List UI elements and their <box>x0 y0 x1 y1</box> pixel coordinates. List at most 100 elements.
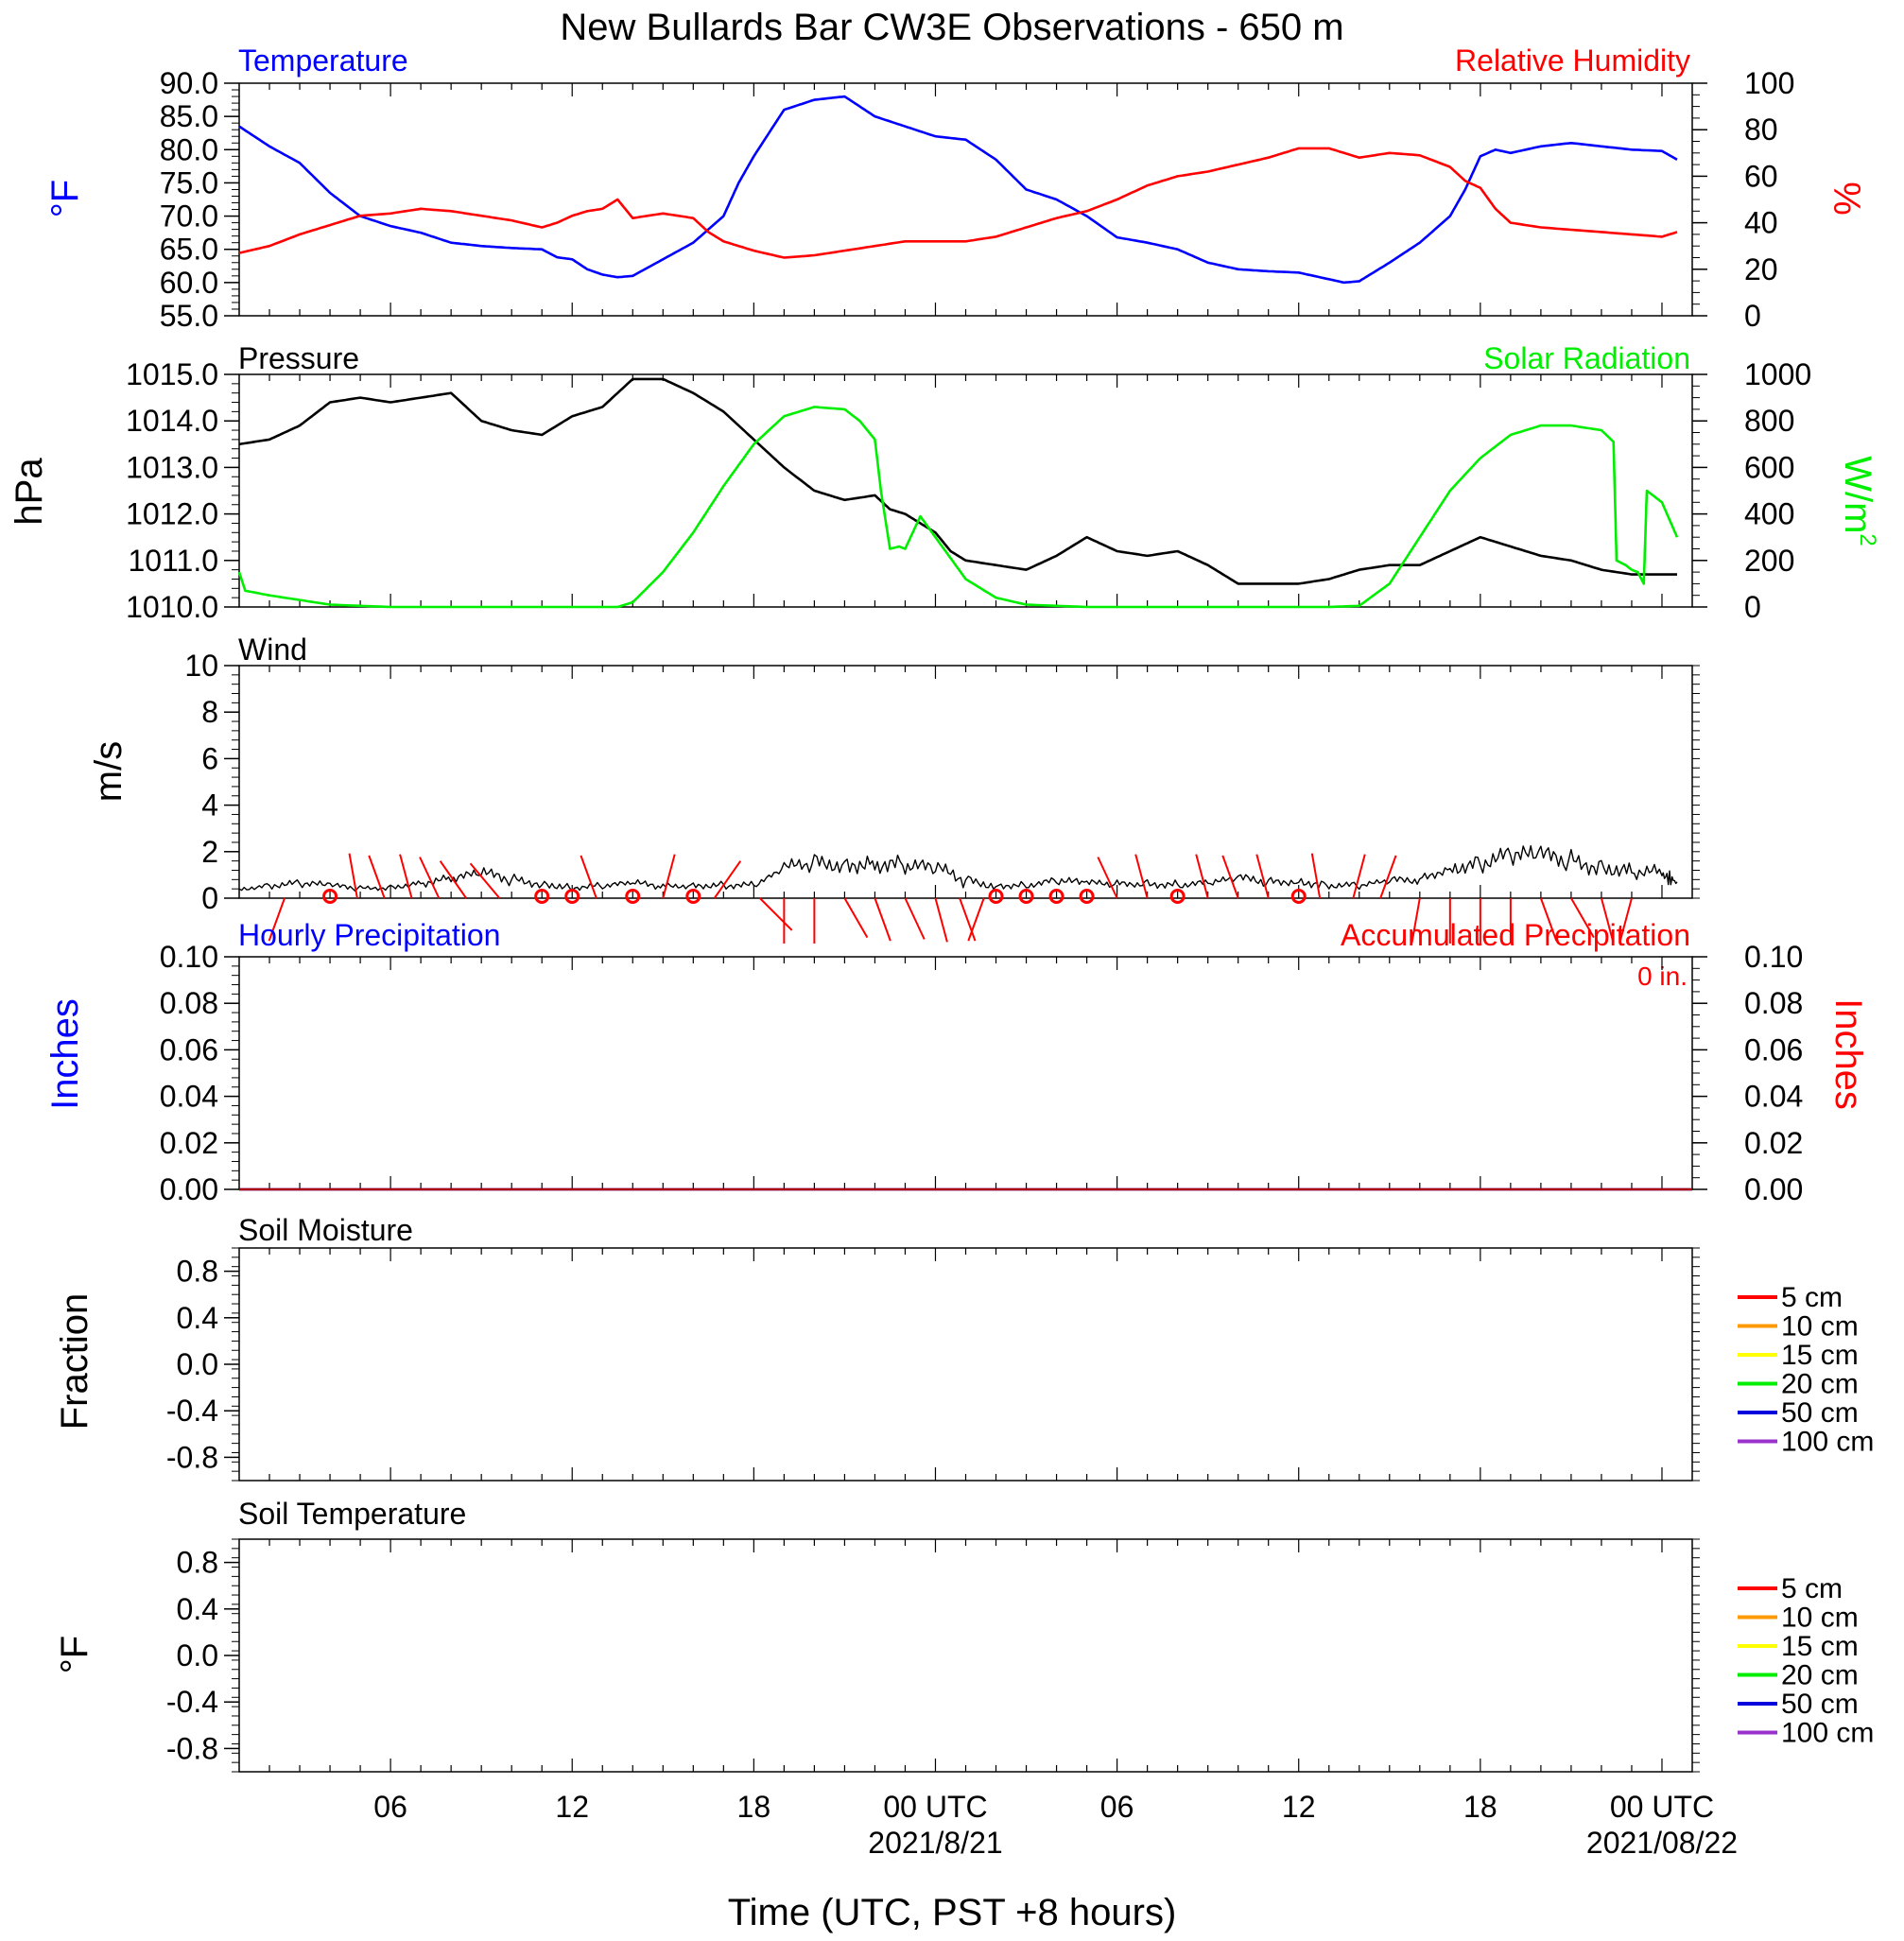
wind-calm-marker <box>1290 889 1307 904</box>
soil_temperature-y-tick-label: 0.4 <box>177 1592 218 1626</box>
wind-barb <box>1539 897 1558 942</box>
soil-temperature-title: Soil Temperature <box>238 1497 466 1531</box>
hourly-precip-unit-label: Inches <box>44 998 86 1110</box>
wind-barb <box>662 854 676 899</box>
soil_temperature-plot-frame <box>238 1538 1693 1773</box>
pressure-plot-frame <box>238 373 1693 608</box>
soil_moisture-legend-label: 100 cm <box>1781 1427 1874 1458</box>
wind-barb <box>1097 857 1118 899</box>
precipitation-y-tick-label: 0.00 <box>160 1172 218 1206</box>
precipitation-y-tick-label: 0.04 <box>160 1080 218 1114</box>
wind-barb <box>1195 854 1209 899</box>
wind-barb <box>1570 897 1595 939</box>
precipitation-y-tick-label: 0.10 <box>160 940 218 974</box>
temperature-right-y-tick-label: 0 <box>1744 299 1761 333</box>
wind-calm-marker <box>322 889 338 904</box>
pressure-y-tick-label: 1014.0 <box>126 404 218 438</box>
wind-barb <box>439 860 467 899</box>
soil-temperature-unit-label: °F <box>54 1636 95 1673</box>
wind-barb <box>959 897 977 942</box>
wind-unit-label: m/s <box>88 741 130 802</box>
temperature-y-tick-label: 55.0 <box>160 299 218 333</box>
wind-y-tick-label: 2 <box>201 835 218 869</box>
soil_moisture-legend-label: 15 cm <box>1781 1340 1859 1371</box>
wind-y-tick-label: 10 <box>184 649 218 683</box>
soil_temperature-y-tick-label: 0.0 <box>177 1638 218 1672</box>
precipitation-right-y-tick-label: 0.08 <box>1744 986 1803 1020</box>
wind-barb <box>1600 897 1615 943</box>
x-tick-label: 12 <box>1282 1790 1316 1824</box>
wind-barb <box>419 857 441 899</box>
wind-y-tick-label: 6 <box>201 741 218 775</box>
precipitation-y-tick-label: 0.08 <box>160 986 218 1020</box>
wind-calm-marker <box>988 889 1004 904</box>
wind-barb <box>580 855 597 899</box>
soil_temperature-y-tick-label: -0.4 <box>166 1685 218 1719</box>
precipitation-right-y-tick-label: 0.00 <box>1744 1172 1803 1206</box>
pressure-y-tick-label: 1013.0 <box>126 450 218 484</box>
solar-unit-label: W/m2 <box>1837 456 1880 546</box>
soil-moisture-panel: Soil Moisture Fraction 0.8 0.4 0.0 -0.4 -0.8… <box>54 1213 1874 1482</box>
wind-barb <box>1379 855 1397 899</box>
x-tick-label: 06 <box>373 1790 407 1824</box>
soil_moisture-legend-label: 20 cm <box>1781 1369 1859 1400</box>
relative-humidity-title: Relative Humidity <box>1455 43 1690 78</box>
temperature-y-tick-label: 80.0 <box>160 132 218 166</box>
wind-barb <box>1618 897 1633 943</box>
solar-radiation-title: Solar Radiation <box>1483 341 1690 375</box>
temperature-unit-label: °F <box>44 180 86 217</box>
wind-y-tick-label: 4 <box>201 789 218 823</box>
soil_temperature-legend-label: 5 cm <box>1781 1573 1843 1604</box>
solar-unit-sup: 2 <box>1855 533 1880 546</box>
x-date-label: 2021/08/22 <box>1586 1826 1738 1860</box>
soil_moisture-plot-frame <box>238 1247 1693 1482</box>
pressure-unit-label: hPa <box>9 458 50 526</box>
pressure-right-y-tick-label: 600 <box>1744 450 1794 484</box>
temperature-y-tick-label: 90.0 <box>160 66 218 100</box>
precipitation-right-y-tick-label: 0.06 <box>1744 1032 1803 1066</box>
wind-calm-marker <box>1018 889 1034 904</box>
wind-barb <box>1310 853 1322 899</box>
temperature-title: Temperature <box>238 43 408 78</box>
wind-barb <box>759 897 793 931</box>
pressure-right-y-tick-label: 0 <box>1744 590 1761 624</box>
soil_moisture-y-tick-label: -0.8 <box>166 1440 218 1474</box>
precipitation-right-y-tick-label: 0.10 <box>1744 940 1803 974</box>
precipitation-y-tick-label: 0.02 <box>160 1126 218 1160</box>
pressure-right-y-tick-label: 800 <box>1744 404 1794 438</box>
pressure-y-tick-label: 1010.0 <box>126 590 218 624</box>
precipitation-y-tick-label: 0.06 <box>160 1032 218 1066</box>
wind-barb <box>368 855 386 899</box>
pressure-series-1 <box>237 406 1679 609</box>
wind-calm-marker <box>534 889 550 904</box>
wind-calm-marker <box>1079 889 1095 904</box>
pressure-series-0 <box>238 377 1677 585</box>
soil_moisture-legend-label: 10 cm <box>1781 1311 1859 1343</box>
x-tick-label: 00 UTC <box>883 1790 987 1824</box>
accum-precip-title: Accumulated Precipitation <box>1341 918 1690 952</box>
pressure-right-y-tick-label: 200 <box>1744 544 1794 578</box>
precipitation-right-y-tick-label: 0.04 <box>1744 1080 1803 1114</box>
wind-series-0 <box>238 845 1678 893</box>
wind-barb <box>1352 854 1366 899</box>
soil_moisture-legend-label: 50 cm <box>1781 1397 1859 1429</box>
temperature-right-y-tick-label: 100 <box>1744 66 1794 100</box>
temperature-plot-frame <box>238 82 1693 317</box>
wind-barb <box>1221 855 1239 899</box>
wind-calm-marker <box>685 889 701 904</box>
wind-y-tick-label: 0 <box>201 881 218 915</box>
solar-unit-base: W/m <box>1837 456 1878 533</box>
x-tick-label: 18 <box>737 1790 771 1824</box>
temperature-right-y-tick-label: 20 <box>1744 252 1778 286</box>
temperature-y-tick-label: 65.0 <box>160 233 218 267</box>
temperature-series-0 <box>238 95 1678 285</box>
x-tick-label: 12 <box>555 1790 589 1824</box>
wind-y-tick-label: 8 <box>201 695 218 729</box>
wind-barb <box>268 897 286 942</box>
wind-barb <box>1411 897 1421 944</box>
soil_temperature-y-tick-label: 0.8 <box>177 1546 218 1580</box>
x-tick-label: 00 UTC <box>1610 1790 1714 1824</box>
temperature-y-tick-label: 70.0 <box>160 199 218 234</box>
temperature-right-y-tick-label: 80 <box>1744 113 1778 147</box>
